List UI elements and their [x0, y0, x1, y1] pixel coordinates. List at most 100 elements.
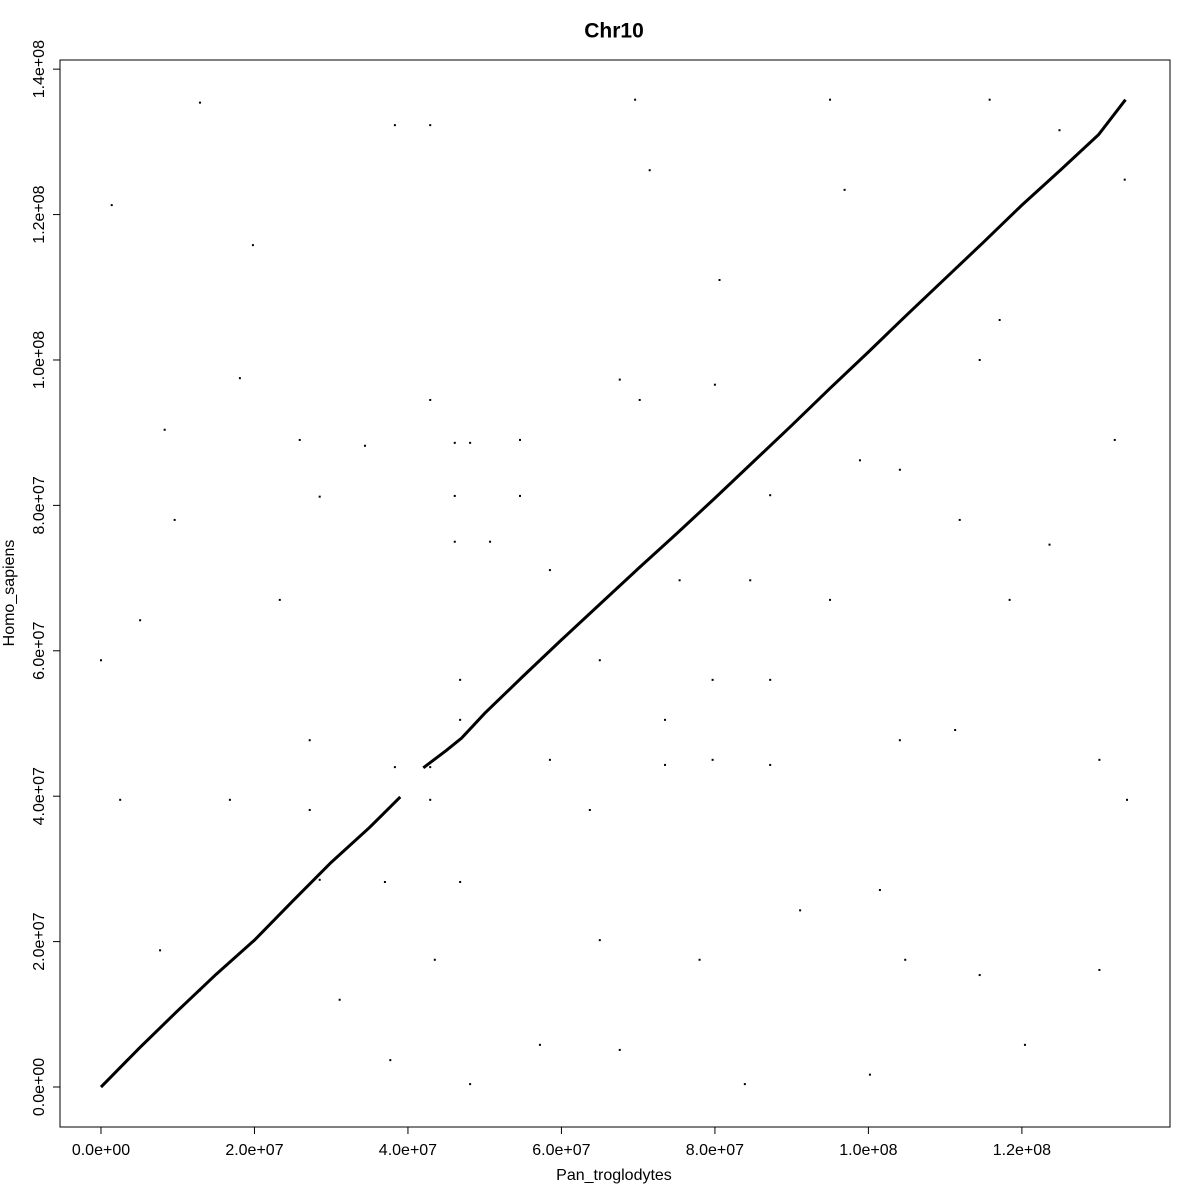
dot — [713, 383, 716, 386]
dot — [163, 428, 166, 431]
dot — [878, 888, 881, 891]
dot — [308, 809, 311, 812]
dot — [469, 1083, 472, 1086]
dot — [618, 1048, 621, 1051]
dot — [749, 579, 752, 582]
dot — [429, 124, 432, 127]
dot — [678, 579, 681, 582]
dot — [588, 809, 591, 812]
dot — [238, 377, 241, 380]
dot — [743, 1083, 746, 1086]
dot — [110, 204, 113, 207]
dot — [978, 974, 981, 977]
x-tick-label: 1.2e+08 — [993, 1142, 1051, 1159]
dot — [958, 518, 961, 521]
plot-frame — [59, 59, 1171, 1128]
dot — [978, 358, 981, 361]
dot — [868, 1073, 871, 1076]
y-tick-label: 1.0e+08 — [31, 331, 48, 389]
dot — [459, 678, 462, 681]
y-tick-label: 1.4e+08 — [31, 40, 48, 98]
dot — [119, 798, 122, 801]
x-tick-label: 2.0e+07 — [225, 1142, 283, 1159]
dot — [393, 124, 396, 127]
dot — [618, 378, 621, 381]
dot — [338, 998, 341, 1001]
dot — [433, 958, 436, 961]
dot — [769, 494, 772, 497]
dot — [998, 318, 1001, 321]
dot — [638, 398, 641, 401]
dot — [664, 718, 667, 721]
dot — [173, 518, 176, 521]
y-tick-label: 6.0e+07 — [31, 622, 48, 680]
dot — [1008, 598, 1011, 601]
dot — [318, 878, 321, 881]
dot — [278, 598, 281, 601]
dot — [711, 678, 714, 681]
dot — [429, 798, 432, 801]
dot — [429, 398, 432, 401]
dot — [664, 763, 667, 766]
y-axis-label: Homo_sapiens — [1, 540, 18, 647]
dot — [429, 766, 432, 769]
dot — [383, 880, 386, 883]
y-tick-label: 4.0e+07 — [31, 767, 48, 825]
dot — [453, 540, 456, 543]
dot — [318, 495, 321, 498]
dot — [954, 729, 957, 732]
dot — [843, 188, 846, 191]
dot — [898, 739, 901, 742]
x-tick-label: 6.0e+07 — [532, 1142, 590, 1159]
dot — [769, 678, 772, 681]
dot — [799, 909, 802, 912]
x-tick-label: 4.0e+07 — [379, 1142, 437, 1159]
y-tick-label: 1.2e+08 — [31, 185, 48, 243]
dot — [698, 958, 701, 961]
dot — [489, 540, 492, 543]
x-tick-label: 0.0e+00 — [72, 1142, 130, 1159]
y-tick-label: 2.0e+07 — [31, 912, 48, 970]
dot — [389, 1059, 392, 1062]
dot — [99, 659, 102, 662]
dot — [198, 989, 201, 992]
dot — [363, 444, 366, 447]
dot — [548, 758, 551, 761]
dot — [139, 619, 142, 622]
dot — [904, 958, 907, 961]
dot — [1023, 1043, 1026, 1046]
dot — [228, 798, 231, 801]
dot — [453, 441, 456, 444]
dot — [459, 718, 462, 721]
x-tick-label: 1.0e+08 — [839, 1142, 897, 1159]
dot — [1113, 438, 1116, 441]
alignment-line — [99, 795, 402, 1089]
dot — [1123, 178, 1126, 181]
dot — [548, 569, 551, 572]
dot — [469, 441, 472, 444]
dot — [898, 468, 901, 471]
dot — [1126, 798, 1129, 801]
dot — [308, 739, 311, 742]
x-tick-label: 8.0e+07 — [686, 1142, 744, 1159]
chart-title: Chr10 — [584, 20, 644, 43]
dot — [518, 438, 521, 441]
dot — [711, 758, 714, 761]
dot — [159, 949, 162, 952]
dot — [198, 101, 201, 104]
dot — [393, 766, 396, 769]
dot — [1058, 129, 1061, 132]
dot — [1098, 968, 1101, 971]
alignment-line — [422, 98, 1127, 770]
dot — [518, 494, 521, 497]
dot — [769, 763, 772, 766]
dot — [298, 438, 301, 441]
dot — [1048, 543, 1051, 546]
dot — [459, 880, 462, 883]
dot — [858, 459, 861, 462]
dot — [598, 659, 601, 662]
y-tick-label: 8.0e+07 — [31, 476, 48, 534]
dot — [829, 98, 832, 101]
dot — [1098, 758, 1101, 761]
